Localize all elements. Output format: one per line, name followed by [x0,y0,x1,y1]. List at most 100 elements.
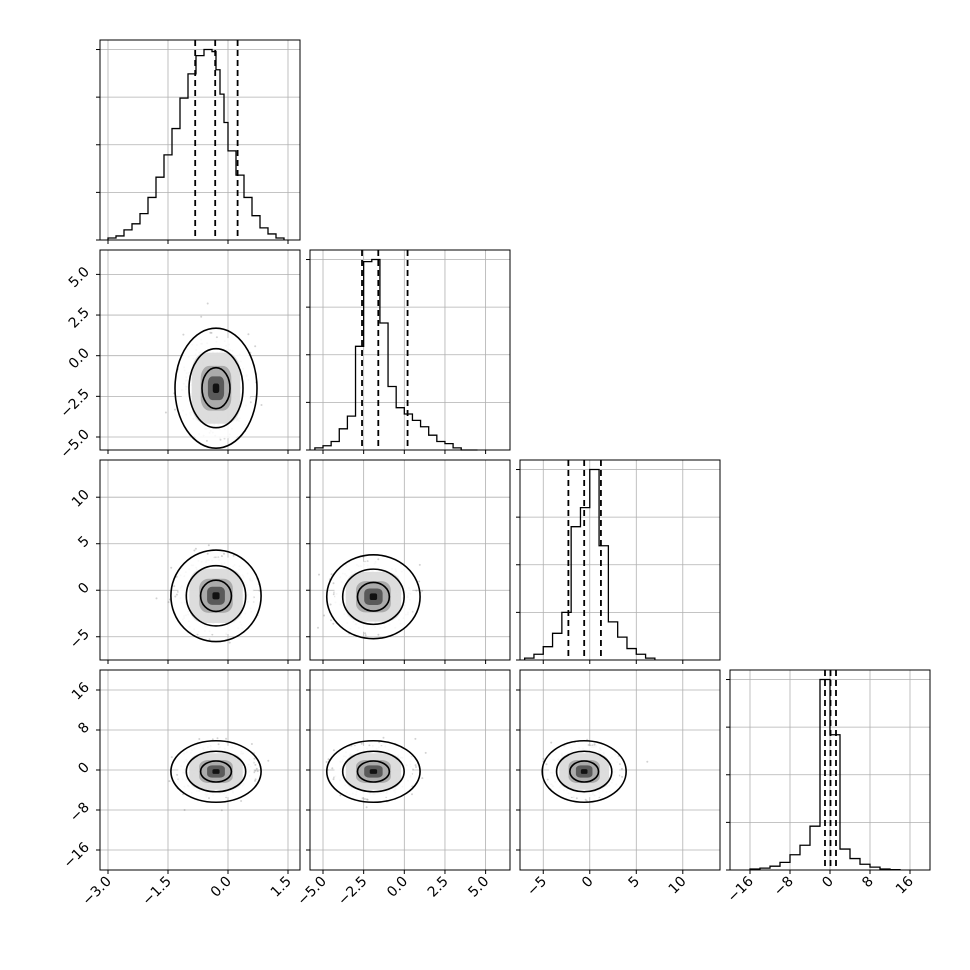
x-tick-label: 5 [625,874,643,892]
scatter-point [208,797,210,800]
scatter-point [418,563,421,566]
scatter-point [155,597,158,600]
scatter-point [377,558,380,561]
density-cell [580,769,588,774]
scatter-point [193,549,196,552]
density-cell [369,593,378,601]
axes-frame [309,249,511,451]
scatter-point [364,634,367,637]
scatter-point [584,798,587,801]
pair-panel-1-3: −5 0 5 10 [67,459,301,664]
scatter-point [621,775,624,778]
scatter-point [174,408,176,411]
scatter-point [618,763,621,766]
density-cell [369,769,378,774]
x-tick-label: 8 [859,874,877,892]
pair-content [541,738,649,804]
scatter-point [167,601,170,604]
y-tick-label: −8 [67,800,93,826]
x-tick-label: 0.0 [384,874,411,901]
scatter-point [232,554,235,557]
scatter-point [587,744,590,746]
scatter-point [254,345,257,348]
y-tick-label: −5 [67,626,93,652]
pair-content [317,553,424,640]
scatter-point [620,767,623,770]
scatter-point [364,798,366,800]
contour-line [174,327,258,450]
scatter-point [327,758,330,761]
scatter-point [382,736,385,739]
scatter-point [206,302,209,305]
y-tick-label: 16 [69,679,93,703]
scatter-point [182,333,185,336]
scatter-point [332,749,335,752]
pair-panel-3-4: −5 0 5 10 [516,669,721,900]
scatter-point [414,737,417,740]
scatter-point [250,743,253,745]
scatter-point [174,595,177,598]
scatter-point [219,438,222,441]
contour-line [185,564,247,627]
scatter-point [168,780,171,783]
pair-content [164,302,263,450]
scatter-point [377,633,380,636]
scatter-point [254,769,257,772]
contour-line [341,568,405,626]
scatter-point [593,743,596,746]
scatter-point [365,806,368,809]
contour-line [170,549,262,643]
histogram-steps [524,468,656,660]
x-tick-label: −3.0 [79,874,114,909]
contour-line [555,750,613,793]
x-tick-label: 5.0 [465,874,492,901]
scatter-point [210,331,213,334]
scatter-point [360,742,363,745]
scatter-point [170,756,173,759]
scatter-point [332,593,335,596]
scatter-point [254,763,257,766]
scatter-point [228,641,231,644]
x-tick-label: −5 [524,874,550,900]
scatter-point [206,552,209,555]
scatter-point [542,757,545,760]
y-tick-label: 8 [75,720,93,738]
scatter-point [175,593,178,596]
scatter-point [415,766,417,768]
x-tick-label: −8 [771,874,797,900]
scatter-point [330,573,333,576]
scatter-point [216,737,219,740]
y-tick-label: 0 [75,580,93,598]
histogram-panel-2 [306,249,511,454]
contour-line [199,760,233,783]
scatter-point [546,778,549,781]
contour-line [569,760,600,783]
histogram-steps [107,48,285,240]
scatter-point [208,638,211,641]
histogram-panel-1 [96,39,301,244]
x-tick-label: 16 [893,873,917,897]
scatter-point [170,566,173,569]
scatter-point [550,741,553,744]
scatter-point [325,761,328,763]
axes-frame [99,249,301,451]
histogram-steps [314,258,478,451]
scatter-point [318,573,320,576]
scatter-point [323,614,326,617]
contour-line [188,347,244,429]
scatter-point [253,757,256,760]
contour-line [325,553,421,640]
scatter-point [225,737,228,740]
scatter-point [366,798,369,801]
scatter-point [215,336,218,339]
x-tick-label: −5.0 [294,874,329,909]
pair-content [168,737,270,812]
scatter-point [194,547,197,550]
scatter-point [364,632,367,635]
scatter-point [173,585,176,588]
scatter-point [414,764,417,767]
x-tick-label: 1.5 [268,874,295,901]
scatter-point [411,768,414,771]
scatter-point [415,589,418,592]
